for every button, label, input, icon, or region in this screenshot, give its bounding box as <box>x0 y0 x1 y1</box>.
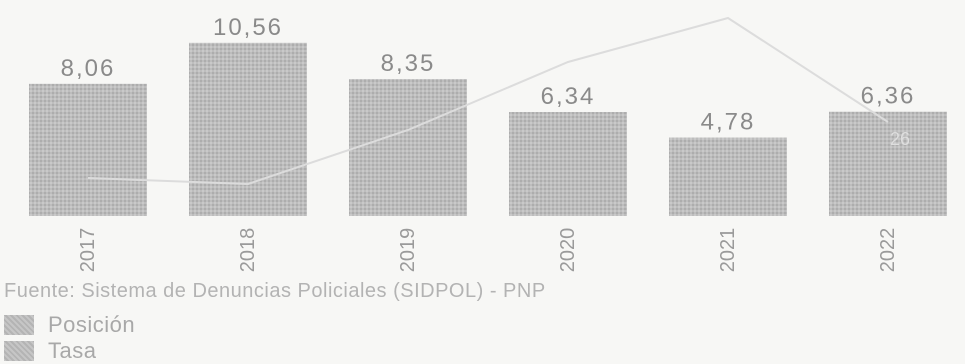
bar-2022 <box>829 111 947 216</box>
bar-2018 <box>189 42 307 216</box>
data-label-2021: 4,78 <box>701 109 756 136</box>
legend-swatch-tasa <box>4 341 34 361</box>
source-note: Fuente: Sistema de Denuncias Policiales … <box>4 280 546 302</box>
data-label-2019: 8,35 <box>381 50 436 77</box>
line-value-label: 26 <box>890 129 910 149</box>
x-tick-2020: 2020 <box>557 228 579 273</box>
legend-item-posicion: Posición <box>4 312 135 338</box>
chart: 8,06 2017 10,56 2018 8,35 2019 6,34 2020 4,78 202… <box>29 14 947 273</box>
bar-2021 <box>669 137 787 216</box>
bar-2019 <box>349 79 467 216</box>
x-tick-2021: 2021 <box>717 228 739 273</box>
data-label-2018: 10,56 <box>213 14 283 41</box>
data-label-2020: 6,34 <box>541 83 596 110</box>
x-tick-2019: 2019 <box>397 228 419 273</box>
data-label-2017: 8,06 <box>61 55 116 82</box>
data-label-2022: 6,36 <box>861 83 916 110</box>
x-tick-2022: 2022 <box>877 228 899 273</box>
posicion-line <box>87 16 889 186</box>
legend-label-posicion: Posición <box>48 312 136 337</box>
legend-label-tasa: Tasa <box>48 338 97 363</box>
legend-swatch-posicion <box>4 315 34 335</box>
legend-item-tasa: Tasa <box>4 338 96 364</box>
x-tick-2018: 2018 <box>237 228 259 273</box>
bar-2017 <box>29 83 147 216</box>
bar-2020 <box>509 112 627 216</box>
x-tick-2017: 2017 <box>77 228 99 273</box>
